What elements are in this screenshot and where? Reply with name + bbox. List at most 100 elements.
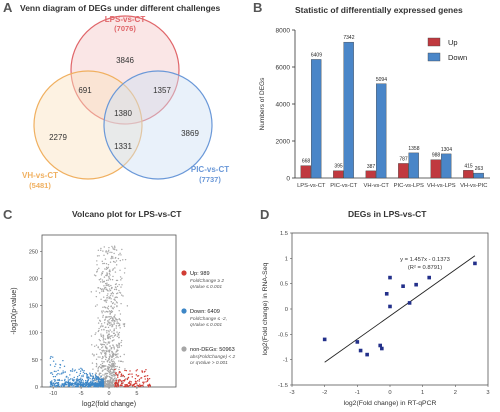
panel-b: B Statistic of differentially expressed … <box>250 0 500 205</box>
legend-label-up: Up <box>448 38 458 47</box>
bar-data-label: 7342 <box>343 35 354 41</box>
volcano-legend-detail: qValue ≤ 0.001 <box>190 322 222 328</box>
panel-d-letter: D <box>260 207 270 222</box>
scatter-point <box>388 275 392 280</box>
bar-data-label: 395 <box>334 164 343 170</box>
bar-data-label: 6409 <box>311 52 322 58</box>
bar-up <box>398 163 409 179</box>
venn-region-vh-pic: 1331 <box>114 142 132 151</box>
venn-set-vh-name: VH-vs-CT <box>22 171 58 180</box>
bar-category-label: VH-vs-CT <box>364 183 390 189</box>
volcano-title: Volcano plot for LPS-vs-CT <box>72 209 182 219</box>
scatter-point <box>358 348 363 353</box>
volcano-x-tick-label: -10 <box>49 391 57 397</box>
scatter-x-tick-label: -3 <box>289 390 294 396</box>
legend-swatch-down <box>427 52 441 62</box>
scatter-y-tick-label: 1.5 <box>280 231 288 237</box>
venn-region-vh-only: 2279 <box>49 133 67 142</box>
bar-y-tick-label: 4000 <box>276 102 291 109</box>
volcano-y-axis-label: -log10(p-value) <box>11 287 18 334</box>
volcano-legend-detail: abs(FoldChange) < 2 <box>190 354 236 360</box>
scatter-point <box>473 261 477 266</box>
bar-data-label: 988 <box>432 153 441 159</box>
scatter-equation: y = 1.457x - 0.1373 <box>400 257 450 263</box>
scatter-frame <box>291 232 489 386</box>
venn-set-lps-name: LPS-vs-CT <box>105 15 146 24</box>
venn-region-lps-pic: 1357 <box>153 86 171 95</box>
bar-data-label: 5094 <box>376 77 387 83</box>
volcano-legend-dot <box>181 308 187 314</box>
bar-down <box>376 83 387 179</box>
venn-region-lps-only: 3846 <box>116 56 134 65</box>
venn-title: Venn diagram of DEGs under different cha… <box>20 3 221 13</box>
bar-category-label: PIC-vs-CT <box>330 183 358 189</box>
bar-up <box>300 165 311 179</box>
volcano-legend-detail: or qValue > 0.001 <box>190 360 228 366</box>
scatter-y-tick-label: 1 <box>285 256 288 262</box>
bar-data-label: 1304 <box>441 147 452 153</box>
bar-category-label: LPS-vs-CT <box>297 183 326 189</box>
scatter-point <box>378 343 382 348</box>
bar-down <box>473 172 484 179</box>
bar-down <box>408 152 419 179</box>
bar-category-label: VH-vs-LPS <box>427 183 456 189</box>
bar-y-axis-label: Numbers of DEGs <box>259 77 266 130</box>
bar-y-tick-label: 6000 <box>276 65 291 72</box>
scatter-point <box>407 301 412 305</box>
scatter-x-tick-label: 0 <box>388 390 391 396</box>
scatter-point <box>384 292 389 296</box>
scatter-point <box>380 346 384 351</box>
volcano-points-up <box>114 368 152 388</box>
bar-up <box>333 170 344 179</box>
scatter-x-tick-label: -2 <box>322 390 327 396</box>
venn-set-lps-count: (7076) <box>114 24 136 33</box>
bar-data-label: 1358 <box>408 146 419 152</box>
bar-chart-title: Statistic of differentially expressed ge… <box>295 5 463 15</box>
scatter-point <box>365 352 369 357</box>
scatter-x-tick-label: -1 <box>355 390 360 396</box>
bar-y-tick-label: 0 <box>286 176 290 183</box>
scatter-y-tick-label: 0 <box>285 307 288 313</box>
scatter-y-tick-label: -0.5 <box>278 332 288 338</box>
volcano-points-non-degs <box>90 245 129 388</box>
scatter-y-tick-label: 0.5 <box>280 282 288 288</box>
scatter-point <box>388 304 392 309</box>
bar-down <box>343 41 354 179</box>
venn-region-all: 1380 <box>114 109 132 118</box>
bar-data-label: 387 <box>367 164 376 170</box>
volcano-y-tick-label: 250 <box>29 249 38 255</box>
legend-label-down: Down <box>448 53 467 62</box>
volcano-y-tick-label: 0 <box>35 385 38 391</box>
venn-set-vh-count: (5481) <box>29 181 51 190</box>
volcano-legend-detail: FoldChange ≥ 2 <box>190 278 224 284</box>
panel-b-letter: B <box>253 0 263 15</box>
bar-category-label: VH-vs-PIC <box>460 183 487 189</box>
bar-down <box>441 153 452 179</box>
panel-c: C Volcano plot for LPS-vs-CT 250 200 150 10… <box>0 205 250 412</box>
scatter-x-axis-label: log2(Fold change) in RT-qPCR <box>344 400 437 407</box>
venn-region-lps-vh: 691 <box>78 86 92 95</box>
volcano-legend-dot <box>181 270 187 276</box>
panel-a-letter: A <box>3 0 13 15</box>
bar-category-label: PIC-vs-LPS <box>394 183 424 189</box>
bar-data-label: 263 <box>475 166 484 172</box>
volcano-x-tick-label: 5 <box>135 391 138 397</box>
scatter-y-tick-label: -1 <box>283 358 288 364</box>
volcano-legend-detail: qValue ≤ 0.001 <box>190 284 222 290</box>
scatter-point <box>414 282 418 287</box>
scatter-y-tick-label: -1.5 <box>278 383 288 389</box>
panel-d: D DEGs in LPS-vs-CT -3 -2 -1 0 1 2 3 1.5 1 0.5 0 -0… <box>250 205 500 412</box>
volcano-x-tick-label: -5 <box>79 391 84 397</box>
bar-y-tick-label: 2000 <box>276 139 291 146</box>
volcano-legend-title: Down: 6409 <box>190 309 220 315</box>
panel-a: A Venn diagram of DEGs under different c… <box>0 0 250 205</box>
bar-data-label: 787 <box>399 156 408 162</box>
bar-up <box>365 170 376 179</box>
scatter-r2: (R² = 0.8791) <box>408 265 442 271</box>
scatter-y-axis-label: log2(Fold change) in RNA-Seq <box>262 263 269 356</box>
bar-data-label: 668 <box>302 159 311 165</box>
volcano-legend-dot <box>181 346 187 352</box>
scatter-x-tick-label: 1 <box>421 390 424 396</box>
scatter-point <box>322 337 327 342</box>
volcano-y-tick-label: 150 <box>29 304 38 310</box>
